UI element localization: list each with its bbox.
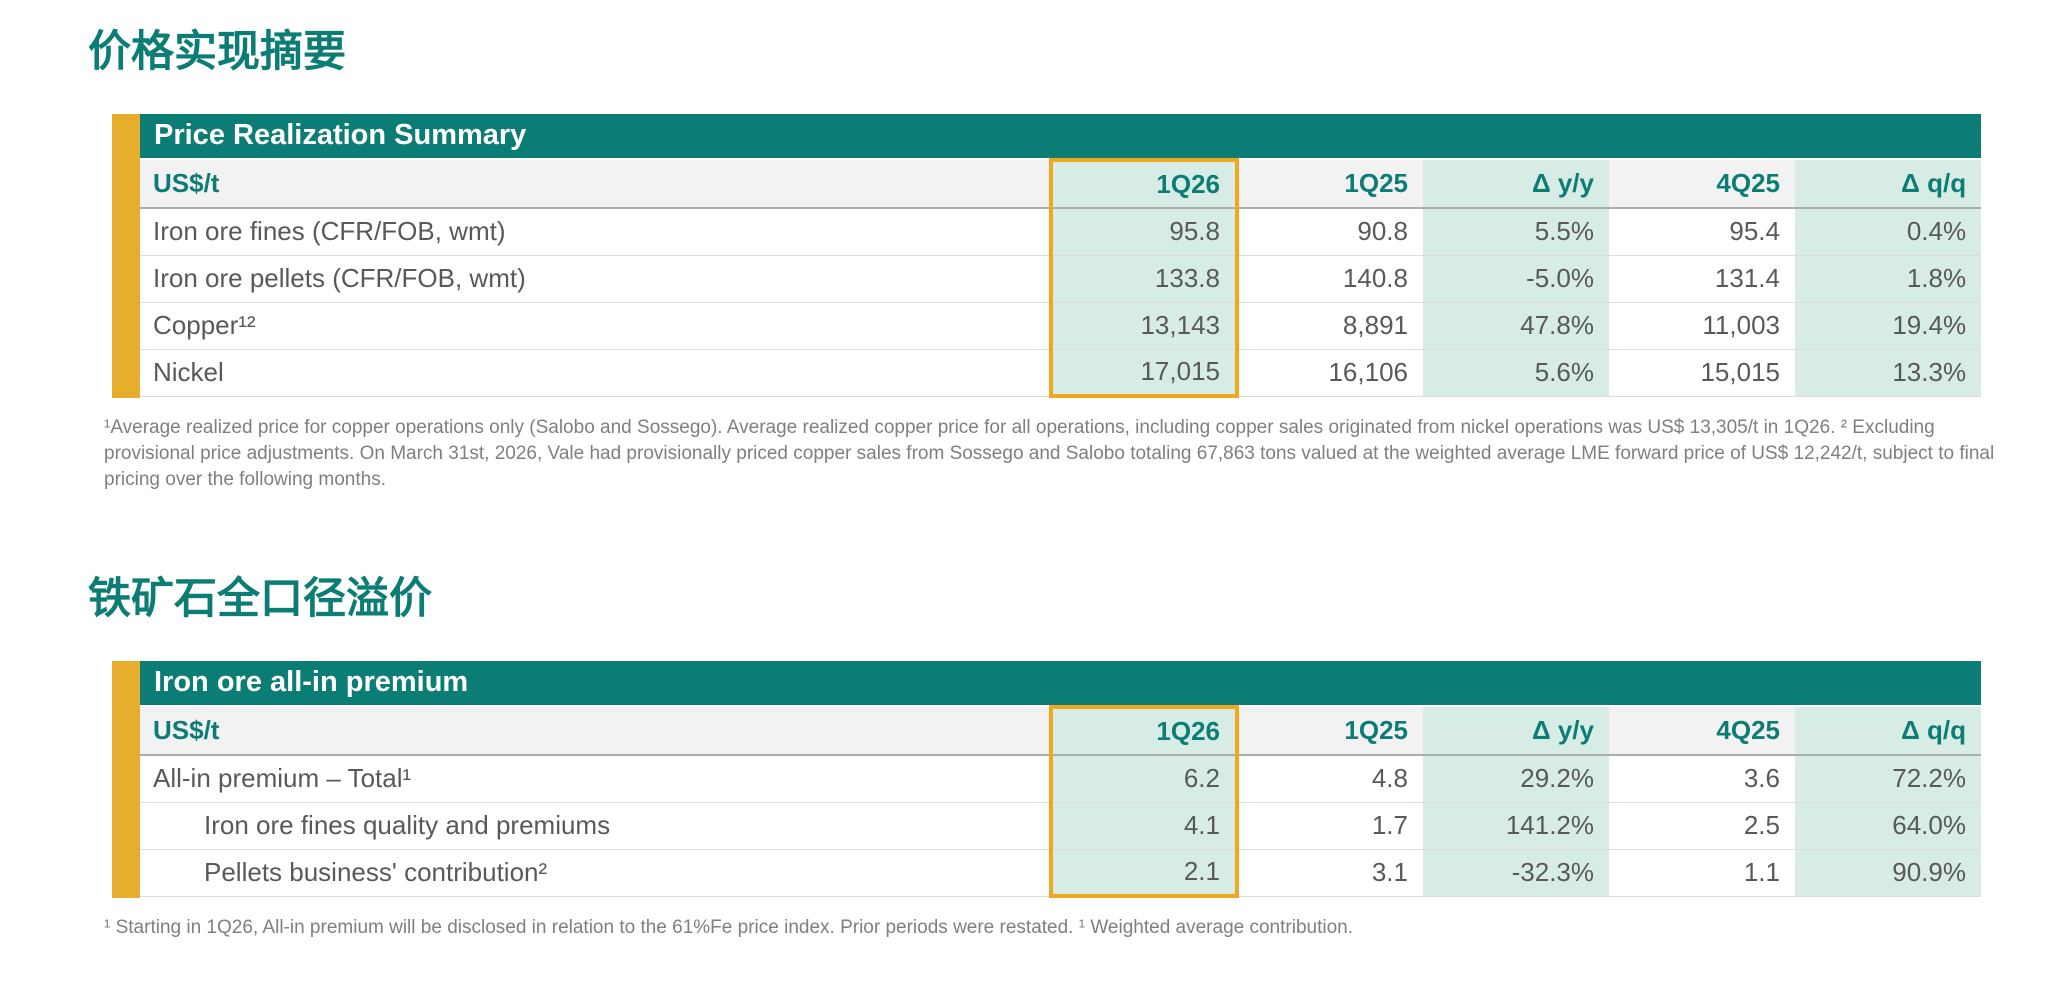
all-in-premium-footnote: ¹ Starting in 1Q26, All-in premium will …: [104, 917, 1353, 938]
section-heading-all-in-premium: 铁矿石全口径溢价: [88, 574, 432, 624]
all-in-premium-table: Iron ore all-in premium US$/t 1Q26 1Q25 …: [140, 661, 1981, 898]
table-header-row: US$/t 1Q26 1Q25 Δ y/y 4Q25 Δ q/q: [140, 158, 1982, 209]
value-1q25: 4.8: [1237, 755, 1423, 802]
table-header-row: US$/t 1Q26 1Q25 Δ y/y 4Q25 Δ q/q: [140, 705, 1981, 756]
value-4q25: 11,003: [1609, 301, 1795, 349]
value-delta-yy: 141.2%: [1423, 801, 1609, 849]
value-1q26: 4.1: [1049, 801, 1239, 849]
column-header-1q26: 1Q26: [1049, 158, 1239, 209]
gold-accent-bar: [112, 661, 140, 898]
column-header-1q25: 1Q25: [1237, 707, 1423, 756]
value-delta-qq: 0.4%: [1795, 208, 1982, 255]
value-4q25: 3.6: [1609, 755, 1795, 802]
value-1q26: 2.1: [1049, 848, 1239, 898]
value-1q26: 17,015: [1049, 348, 1239, 398]
value-delta-yy: 47.8%: [1423, 301, 1609, 349]
price-realization-table-block: Price Realization Summary US$/t 1Q26 1Q2…: [112, 114, 1982, 398]
table-row-pellets-contribution: Pellets business' contribution² 2.1 3.1 …: [140, 848, 1981, 898]
table-row-copper: Copper¹² 13,143 8,891 47.8% 11,003 19.4%: [140, 301, 1982, 349]
value-1q26: 13,143: [1049, 301, 1239, 349]
table-row-iron-ore-fines: Iron ore fines (CFR/FOB, wmt) 95.8 90.8 …: [140, 208, 1982, 255]
value-4q25: 95.4: [1609, 208, 1795, 255]
column-header-unit: US$/t: [140, 707, 1051, 756]
value-delta-yy: 29.2%: [1423, 755, 1609, 802]
row-label: Iron ore fines (CFR/FOB, wmt): [140, 208, 1051, 255]
row-label: Pellets business' contribution²: [140, 848, 1051, 897]
table-row-all-in-premium-total: All-in premium – Total¹ 6.2 4.8 29.2% 3.…: [140, 755, 1981, 802]
row-label: Iron ore pellets (CFR/FOB, wmt): [140, 254, 1051, 302]
value-1q26: 133.8: [1049, 254, 1239, 302]
table-title-row: Iron ore all-in premium: [140, 661, 1981, 707]
table-title: Price Realization Summary: [140, 114, 1982, 160]
all-in-premium-table-block: Iron ore all-in premium US$/t 1Q26 1Q25 …: [112, 661, 1981, 898]
table-row-fines-quality-premiums: Iron ore fines quality and premiums 4.1 …: [140, 801, 1981, 849]
column-header-delta-qq: Δ q/q: [1795, 707, 1981, 756]
value-1q25: 3.1: [1237, 848, 1423, 897]
value-delta-yy: 5.6%: [1423, 348, 1609, 397]
value-delta-qq: 13.3%: [1795, 348, 1982, 397]
table-row-iron-ore-pellets: Iron ore pellets (CFR/FOB, wmt) 133.8 14…: [140, 254, 1982, 302]
value-1q26: 95.8: [1049, 208, 1239, 255]
value-1q25: 90.8: [1237, 208, 1423, 255]
value-delta-qq: 19.4%: [1795, 301, 1982, 349]
value-4q25: 2.5: [1609, 801, 1795, 849]
value-delta-qq: 64.0%: [1795, 801, 1981, 849]
value-1q25: 140.8: [1237, 254, 1423, 302]
value-4q25: 1.1: [1609, 848, 1795, 897]
value-delta-qq: 1.8%: [1795, 254, 1982, 302]
value-1q25: 1.7: [1237, 801, 1423, 849]
value-delta-yy: 5.5%: [1423, 208, 1609, 255]
value-1q26: 6.2: [1049, 755, 1239, 802]
value-1q25: 16,106: [1237, 348, 1423, 397]
value-delta-yy: -5.0%: [1423, 254, 1609, 302]
table-title-row: Price Realization Summary: [140, 114, 1982, 160]
column-header-1q25: 1Q25: [1237, 160, 1423, 209]
table-title: Iron ore all-in premium: [140, 661, 1981, 707]
table-row-nickel: Nickel 17,015 16,106 5.6% 15,015 13.3%: [140, 348, 1982, 398]
column-header-4q25: 4Q25: [1609, 160, 1795, 209]
value-4q25: 131.4: [1609, 254, 1795, 302]
value-1q25: 8,891: [1237, 301, 1423, 349]
column-header-delta-yy: Δ y/y: [1423, 707, 1609, 756]
value-delta-qq: 90.9%: [1795, 848, 1981, 897]
row-label: Iron ore fines quality and premiums: [140, 801, 1051, 849]
row-label: All-in premium – Total¹: [140, 755, 1051, 802]
section-heading-price-realization: 价格实现摘要: [88, 27, 346, 77]
column-header-unit: US$/t: [140, 160, 1051, 209]
row-label: Copper¹²: [140, 301, 1051, 349]
column-header-1q26: 1Q26: [1049, 705, 1239, 756]
column-header-4q25: 4Q25: [1609, 707, 1795, 756]
value-delta-yy: -32.3%: [1423, 848, 1609, 897]
value-4q25: 15,015: [1609, 348, 1795, 397]
row-label: Nickel: [140, 348, 1051, 397]
column-header-delta-qq: Δ q/q: [1795, 160, 1982, 209]
price-realization-table: Price Realization Summary US$/t 1Q26 1Q2…: [140, 114, 1982, 398]
gold-accent-bar: [112, 114, 140, 398]
value-delta-qq: 72.2%: [1795, 755, 1981, 802]
column-header-delta-yy: Δ y/y: [1423, 160, 1609, 209]
price-realization-footnote: ¹Average realized price for copper opera…: [104, 417, 1995, 490]
